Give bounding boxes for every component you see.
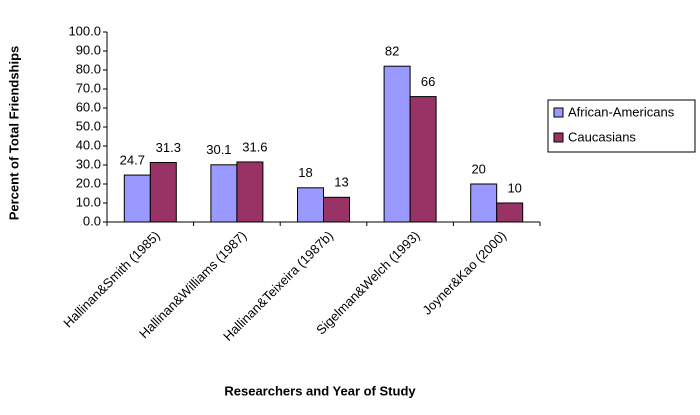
data-label: 20 (471, 161, 485, 176)
x-axis-title: Researchers and Year of Study (224, 383, 416, 398)
legend-label: African-Americans (568, 104, 675, 119)
y-tick-label: 10.0 (76, 194, 101, 209)
legend-swatch (553, 107, 564, 118)
y-tick-label: 0.0 (83, 213, 101, 228)
y-tick-label: 60.0 (76, 99, 101, 114)
x-tick-label: Joyner&Kao (2000) (419, 228, 509, 318)
bar (297, 187, 324, 223)
legend-label: Caucasians (568, 129, 636, 144)
y-tick-label: 80.0 (76, 61, 101, 76)
y-tick-label: 30.0 (76, 156, 101, 171)
data-label: 66 (421, 74, 435, 89)
y-tick-label: 50.0 (76, 118, 101, 133)
bar (383, 65, 411, 223)
y-tick-label: 90.0 (76, 42, 101, 57)
bar (470, 183, 498, 223)
data-label: 10 (507, 180, 521, 195)
bar (210, 164, 238, 223)
bar (123, 174, 151, 223)
legend-swatch (553, 132, 564, 143)
y-tick-label: 70.0 (76, 80, 101, 95)
data-label: 82 (385, 44, 399, 59)
y-tick-label: 100.0 (68, 23, 101, 38)
bar (496, 202, 524, 223)
data-label: 31.3 (156, 140, 181, 155)
data-label: 18 (298, 165, 312, 180)
data-label: 24.7 (120, 153, 145, 168)
bar (236, 161, 264, 223)
x-tick-label: Hallinan&Smith (1985) (60, 228, 163, 331)
bar (409, 96, 437, 223)
y-axis-title: Percent of Total Friendships (6, 46, 21, 221)
legend-box (547, 99, 696, 153)
y-tick-label: 20.0 (76, 175, 101, 190)
data-label: 13 (334, 175, 348, 190)
y-tick-label: 40.0 (76, 137, 101, 152)
bar (323, 196, 350, 223)
data-label: 31.6 (242, 139, 267, 154)
bar (149, 162, 177, 223)
data-label: 30.1 (206, 142, 231, 157)
